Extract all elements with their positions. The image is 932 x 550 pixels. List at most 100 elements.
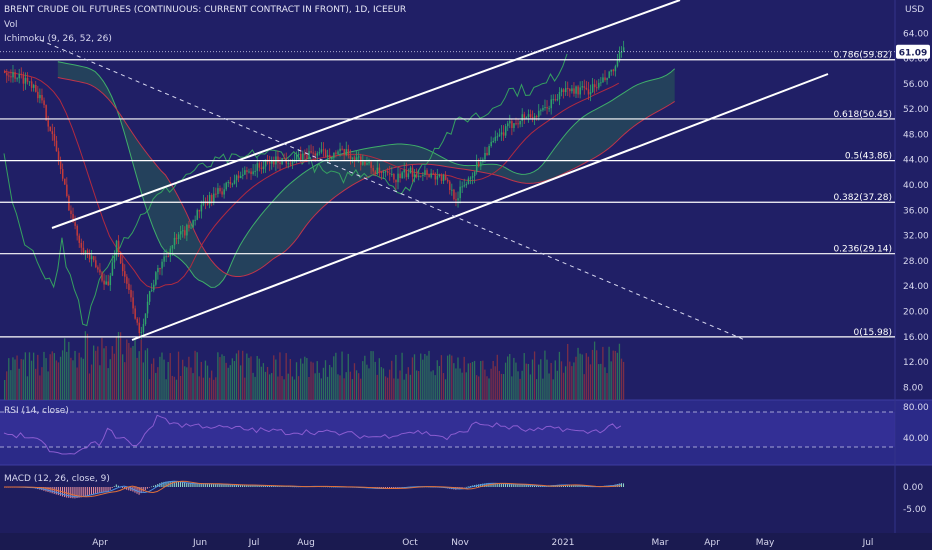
volume-bar — [150, 363, 153, 400]
volume-bar — [494, 366, 496, 400]
volume-bar — [273, 355, 275, 400]
candle-body — [453, 189, 455, 200]
macd-histogram-bar — [76, 487, 78, 499]
time-axis-label: Apr — [704, 538, 720, 548]
volume-bar — [428, 350, 430, 400]
candle-body — [577, 86, 579, 95]
candle-body — [471, 176, 474, 178]
volume-bar — [277, 376, 279, 400]
macd-histogram-bar — [577, 485, 579, 487]
volume-bar — [248, 357, 250, 400]
volume-bar — [107, 368, 109, 400]
volume-bar — [577, 347, 579, 400]
candle-body — [469, 177, 472, 179]
candle-body — [103, 280, 105, 285]
candle-body — [231, 183, 234, 185]
volume-bar — [217, 352, 219, 400]
macd-histogram-bar — [386, 487, 389, 489]
candle-body — [186, 224, 188, 236]
volume-bar — [449, 354, 451, 400]
macd-histogram-bar — [173, 480, 175, 487]
macd-histogram-bar — [389, 487, 391, 489]
candle-body — [378, 167, 381, 172]
macd-histogram-bar — [146, 487, 148, 489]
volume-bar — [198, 376, 200, 400]
candle-body — [138, 322, 141, 334]
candle-body — [368, 162, 370, 164]
volume-bar — [304, 356, 306, 400]
candle-body — [4, 71, 6, 73]
macd-histogram-bar — [529, 485, 531, 487]
volume-bar — [370, 351, 372, 400]
price-tick-label: 44.00 — [903, 156, 929, 166]
macd-histogram-bar — [78, 487, 80, 498]
price-pane-bg — [0, 0, 932, 400]
volume-bar — [312, 362, 314, 400]
candle-body — [351, 157, 354, 159]
volume-bar — [80, 357, 82, 400]
volume-bar — [121, 354, 124, 400]
volume-bar — [386, 377, 389, 400]
candle-body — [324, 150, 327, 157]
volume-bar — [32, 352, 35, 400]
volume-bar — [64, 338, 66, 400]
volume-bar — [84, 331, 87, 400]
macd-histogram-bar — [49, 487, 51, 493]
candle-body — [43, 100, 45, 106]
channel-upper-line — [51, 0, 681, 229]
macd-histogram-bar — [128, 487, 130, 491]
candle-body — [57, 151, 60, 162]
macd-histogram-bar — [517, 484, 519, 487]
macd-histogram-bar — [500, 483, 502, 487]
macd-histogram-bar — [148, 487, 150, 488]
volume-bar — [411, 357, 414, 400]
candle-body — [366, 163, 368, 165]
macd-histogram-bar — [202, 483, 204, 487]
candle-body — [349, 155, 352, 159]
rsi-tick-label: 40.00 — [903, 434, 929, 444]
volume-bar — [562, 372, 565, 400]
macd-histogram-bar — [515, 483, 517, 487]
volume-bar — [111, 346, 113, 400]
volume-bar — [366, 364, 368, 400]
volume-bar — [184, 366, 186, 400]
candle-body — [295, 154, 298, 160]
candle-body — [546, 107, 548, 109]
macd-histogram-bar — [84, 487, 86, 497]
candle-body — [428, 174, 430, 178]
candle-body — [401, 172, 403, 179]
last-price-value: 61.09 — [899, 49, 927, 59]
macd-histogram-bar — [239, 484, 242, 487]
candle-body — [182, 230, 184, 232]
candle-body — [264, 159, 267, 167]
candle-body — [256, 163, 259, 171]
candle-body — [200, 204, 203, 212]
macd-histogram-bar — [144, 487, 146, 491]
candle-body — [268, 162, 271, 164]
candle-body — [357, 156, 360, 158]
candle-body — [26, 77, 29, 82]
volume-bar — [589, 364, 592, 400]
time-axis-label: May — [756, 538, 775, 548]
macd-histogram-bar — [525, 484, 527, 487]
volume-bar — [246, 353, 248, 400]
price-tick-label: 56.00 — [903, 80, 929, 90]
volume-bar — [546, 359, 548, 400]
volume-bar — [455, 368, 457, 400]
candle-body — [252, 171, 254, 175]
candle-body — [304, 153, 306, 156]
macd-histogram-bar — [200, 483, 202, 487]
macd-histogram-bar — [196, 482, 198, 487]
volume-bar — [134, 339, 136, 400]
macd-histogram-bar — [90, 487, 93, 495]
candle-body — [6, 72, 8, 76]
macd-histogram-bar — [579, 485, 581, 487]
volume-bar — [275, 359, 277, 400]
macd-histogram-bar — [583, 486, 585, 487]
macd-histogram-bar — [192, 482, 194, 487]
candle-body — [202, 201, 205, 205]
volume-bar — [41, 367, 43, 400]
candle-body — [136, 318, 138, 323]
volume-bar — [105, 346, 107, 400]
